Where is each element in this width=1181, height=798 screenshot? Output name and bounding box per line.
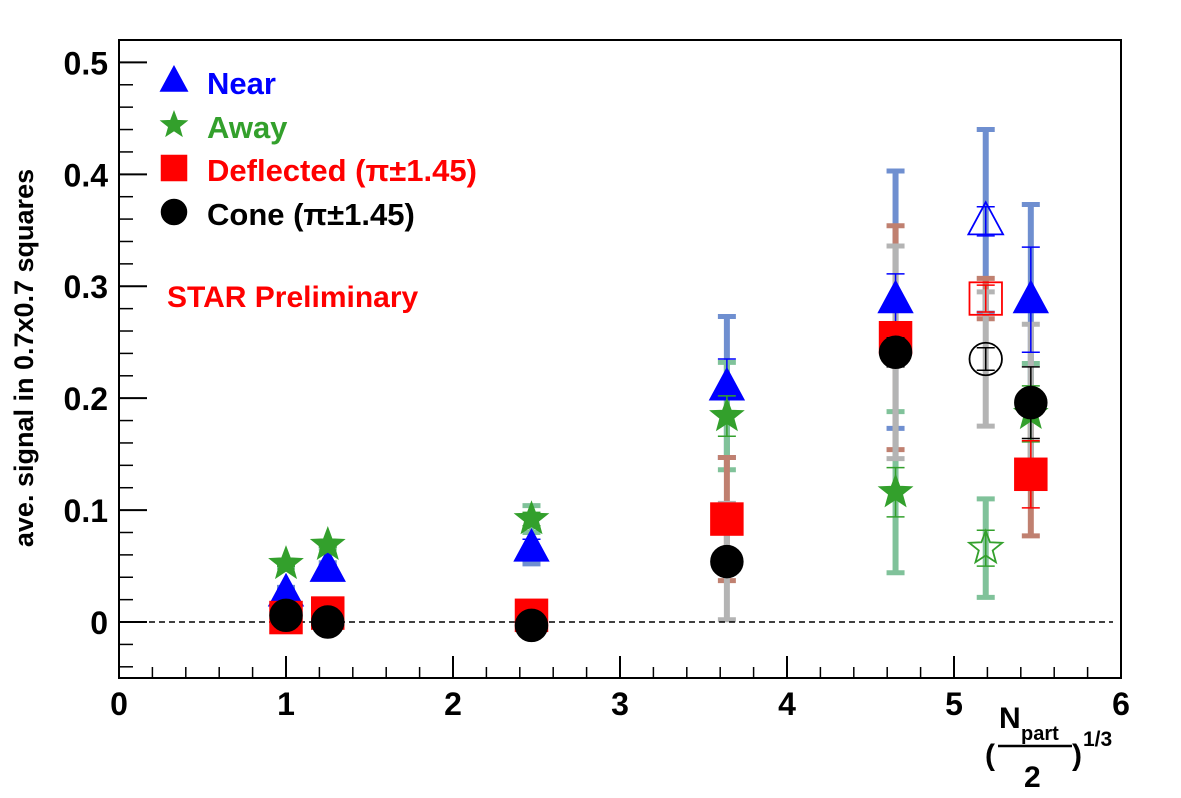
data-markers bbox=[267, 200, 1050, 643]
y-tick-label: 0.3 bbox=[64, 269, 108, 305]
data-point-circle bbox=[514, 608, 549, 643]
legend-marker-star bbox=[159, 109, 189, 138]
x-tick-label: 4 bbox=[778, 686, 796, 722]
data-point-triangle bbox=[1012, 279, 1050, 314]
data-point-triangle bbox=[877, 279, 914, 314]
legend-label: Cone (π±1.45) bbox=[207, 197, 415, 232]
data-point-star bbox=[966, 528, 1005, 565]
legend-marker-circle bbox=[160, 198, 188, 226]
x-tick-label: 5 bbox=[945, 686, 963, 722]
x-label-close-paren: ) bbox=[1072, 739, 1082, 772]
data-point-triangle bbox=[513, 528, 550, 562]
x-label-exponent: 1/3 bbox=[1083, 728, 1112, 751]
y-tick-label: 0.2 bbox=[64, 381, 108, 417]
x-tick-label: 3 bbox=[611, 686, 629, 722]
x-label-subscript: part bbox=[1021, 723, 1059, 745]
x-label-open-paren: ( bbox=[985, 739, 995, 772]
y-tick-label: 0 bbox=[90, 605, 108, 641]
data-point-square bbox=[710, 502, 744, 536]
data-point-star bbox=[513, 500, 550, 535]
data-point-circle bbox=[968, 341, 1003, 377]
x-tick-label: 6 bbox=[1112, 686, 1130, 722]
x-tick-label: 0 bbox=[110, 686, 128, 722]
data-point-star bbox=[877, 473, 914, 508]
data-point-triangle bbox=[966, 200, 1005, 236]
data-point-triangle bbox=[708, 366, 746, 401]
data-point-square bbox=[968, 281, 1003, 316]
x-tick-label: 1 bbox=[277, 686, 295, 722]
data-point-circle bbox=[878, 335, 913, 370]
y-axis-label: ave. signal in 0.7x0.7 squares bbox=[9, 169, 39, 547]
data-point-star bbox=[709, 397, 745, 432]
y-tick-label: 0.4 bbox=[64, 157, 109, 193]
legend: Near Away Deflected (π±1.45) Cone (π±1.45) bbox=[159, 64, 477, 232]
x-label-denominator: 2 bbox=[1024, 761, 1041, 794]
y-tick-label: 0.1 bbox=[64, 493, 108, 529]
data-point-triangle bbox=[309, 548, 346, 582]
legend-label: Deflected (π±1.45) bbox=[207, 153, 477, 188]
data-point-circle bbox=[710, 544, 744, 579]
legend-marker-triangle bbox=[159, 64, 189, 92]
legend-marker-square bbox=[160, 154, 188, 182]
data-point-circle bbox=[311, 605, 345, 639]
x-tick-label: 2 bbox=[444, 686, 462, 722]
x-label-numerator: N bbox=[999, 702, 1021, 735]
data-point-star bbox=[268, 545, 304, 580]
y-tick-label: 0.5 bbox=[64, 45, 108, 81]
legend-label: Near bbox=[207, 66, 276, 101]
data-point-circle bbox=[1014, 385, 1048, 420]
data-point-star bbox=[309, 525, 346, 560]
y-axis: 0 0.1 0.2 0.3 0.4 0.5 bbox=[64, 39, 147, 668]
x-axis: 0 1 2 3 4 5 6 bbox=[110, 656, 1130, 722]
legend-label: Away bbox=[207, 110, 288, 145]
data-point-square bbox=[1014, 457, 1048, 492]
data-point-circle bbox=[269, 598, 303, 633]
x-axis-label: ( N part 2 ) 1/3 bbox=[985, 702, 1112, 794]
star-preliminary-label: STAR Preliminary bbox=[167, 281, 419, 314]
